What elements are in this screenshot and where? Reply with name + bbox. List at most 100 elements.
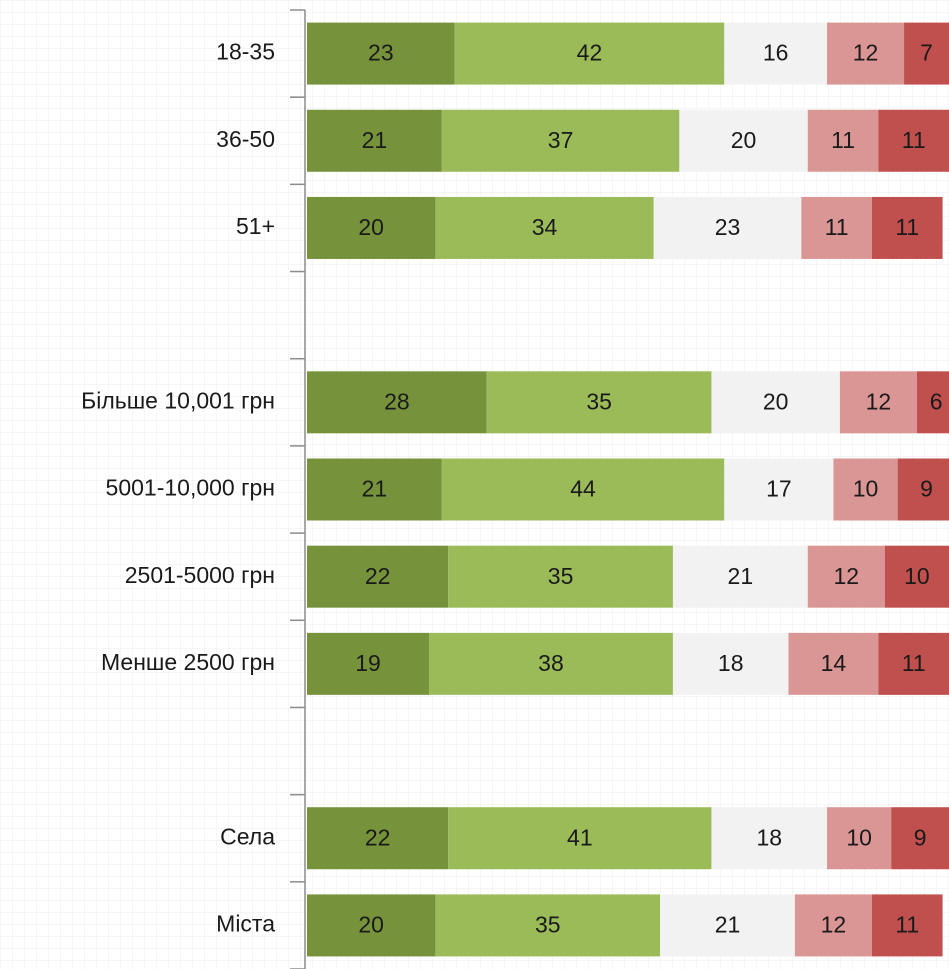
data-label: 17 [766, 476, 792, 502]
bar-segment [672, 632, 789, 695]
bar-segment [307, 545, 449, 608]
bar-segment [807, 545, 885, 608]
bar-segment [724, 458, 834, 521]
data-label: 44 [570, 476, 596, 502]
bar-segment [827, 807, 892, 870]
data-label: 35 [586, 388, 612, 414]
data-label: 42 [577, 40, 603, 66]
data-label: 21 [715, 911, 741, 937]
bar-segment [454, 22, 725, 85]
y-tick-label: 5001-10,000 грн [106, 475, 275, 501]
y-tick-label: 18-35 [216, 39, 275, 65]
data-label: 16 [763, 40, 789, 66]
bar-segment [428, 632, 673, 695]
data-label: 18 [718, 650, 744, 676]
bar-segment [724, 22, 828, 85]
data-label: 11 [902, 127, 926, 153]
y-tick-label: 36-50 [216, 126, 275, 152]
bar-segment [307, 894, 436, 957]
bar-segment [486, 371, 712, 434]
y-tick-label: Більше 10,001 грн [81, 387, 275, 413]
data-label: 11 [825, 214, 849, 240]
data-label: 12 [821, 911, 847, 937]
bar-segment [672, 545, 808, 608]
data-label: 11 [831, 127, 855, 153]
bar-segment [916, 371, 949, 434]
bar-segment [801, 196, 872, 259]
y-tick-label: Села [220, 823, 275, 849]
bar-segment [307, 458, 442, 521]
data-label: 22 [365, 563, 391, 589]
bar-segment [833, 458, 898, 521]
y-tick-label: Менше 2500 грн [101, 649, 275, 675]
data-label: 23 [368, 40, 394, 66]
bar-segment [660, 894, 795, 957]
bar-segment [891, 807, 949, 870]
bar-segment [653, 196, 802, 259]
data-label: 12 [866, 388, 892, 414]
bar-segment [711, 807, 828, 870]
bar-segment [307, 632, 429, 695]
bar-segment [871, 196, 943, 259]
bar-segment [441, 458, 725, 521]
data-label: 10 [853, 476, 879, 502]
data-label: 22 [365, 824, 391, 850]
bar-segment [307, 196, 436, 259]
bar-segment [807, 109, 879, 172]
bar-segment [307, 109, 442, 172]
data-label: 35 [535, 911, 561, 937]
data-label: 38 [538, 650, 564, 676]
bar-segment [897, 458, 949, 521]
bar-segment [839, 371, 917, 434]
bar-segment [448, 545, 673, 608]
bar-segment [794, 894, 872, 957]
data-label: 10 [846, 824, 872, 850]
data-label: 20 [358, 214, 384, 240]
y-tick-label: 51+ [236, 213, 275, 239]
data-label: 14 [821, 650, 847, 676]
data-label: 11 [895, 214, 919, 240]
data-label: 28 [384, 388, 410, 414]
bar-segment [884, 545, 949, 608]
bar-segment [307, 22, 455, 85]
data-label: 23 [715, 214, 741, 240]
bar-segment [448, 807, 712, 870]
bar-segment [904, 22, 949, 85]
data-label: 6 [930, 388, 943, 414]
y-tick-label: 2501-5000 грн [125, 562, 275, 588]
bar-segment [871, 894, 943, 957]
data-label: 11 [895, 911, 919, 937]
data-label: 20 [731, 127, 757, 153]
data-label: 21 [728, 563, 754, 589]
bar-segment [788, 632, 879, 695]
bar-segment [878, 632, 949, 695]
data-label: 11 [902, 650, 926, 676]
data-label: 21 [362, 476, 388, 502]
bar-segment [307, 371, 487, 434]
data-label: 12 [833, 563, 859, 589]
data-label: 37 [548, 127, 574, 153]
bar-segment [711, 371, 840, 434]
data-label: 20 [358, 911, 384, 937]
data-label: 35 [548, 563, 574, 589]
bar-segment [878, 109, 949, 172]
bar-segment [435, 196, 654, 259]
data-label: 9 [920, 476, 933, 502]
data-label: 34 [532, 214, 558, 240]
bar-segment [827, 22, 905, 85]
data-label: 10 [904, 563, 930, 589]
data-label: 19 [355, 650, 381, 676]
data-label: 20 [763, 388, 789, 414]
bar-segment [441, 109, 680, 172]
bar-segment [307, 807, 449, 870]
data-label: 21 [362, 127, 388, 153]
data-label: 9 [914, 824, 927, 850]
y-tick-label: Міста [216, 910, 275, 936]
data-label: 7 [920, 40, 933, 66]
data-label: 12 [853, 40, 879, 66]
bar-segment [435, 894, 661, 957]
data-label: 41 [567, 824, 593, 850]
bar-segment [679, 109, 808, 172]
